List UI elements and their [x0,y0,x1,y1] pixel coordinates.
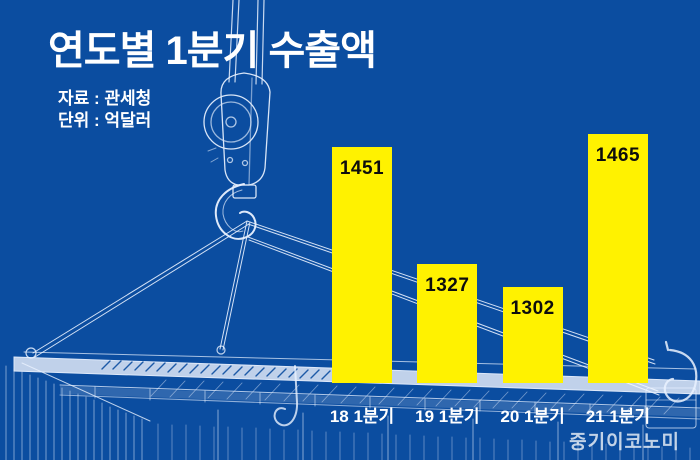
corner-eye-left-icon [25,347,37,359]
bar-value-label: 1327 [425,274,470,296]
x-axis-label: 18 1분기 [329,407,395,426]
spreader-hook-right-icon [663,340,698,403]
unit-label: 단위 : 억달러 [58,111,152,130]
hanging-hook-icon [273,365,299,427]
watermark: 중기이코노미 [569,432,680,453]
pulley-block-icon [203,72,271,199]
page-title: 연도별 1분기 수출액 [48,29,377,73]
bar-value-label: 1302 [510,298,555,319]
bar-value-label: 1451 [339,157,385,179]
crane-hook-icon [214,183,257,240]
x-axis-label: 21 1분기 [585,407,651,426]
source-label: 자료 : 관세청 [58,89,152,108]
bar: 1451 [332,146,392,383]
bar: 1327 [417,263,478,383]
corner-eye-mid-icon [216,345,226,355]
plot-area: 1451 18 1분기 1327 19 1분기 1302 20 1분기 1465 21 1분기 [330,129,662,426]
crane-cables-icon [228,0,265,85]
bar-value-label: 1465 [595,144,641,166]
x-axis-label: 20 1분기 [500,407,565,426]
source-note: 자료 : 관세청 단위 : 억달러 [58,88,151,132]
bar: 1302 [502,287,563,383]
x-axis-label: 19 1분기 [415,407,480,426]
bar: 1465 [587,133,648,383]
